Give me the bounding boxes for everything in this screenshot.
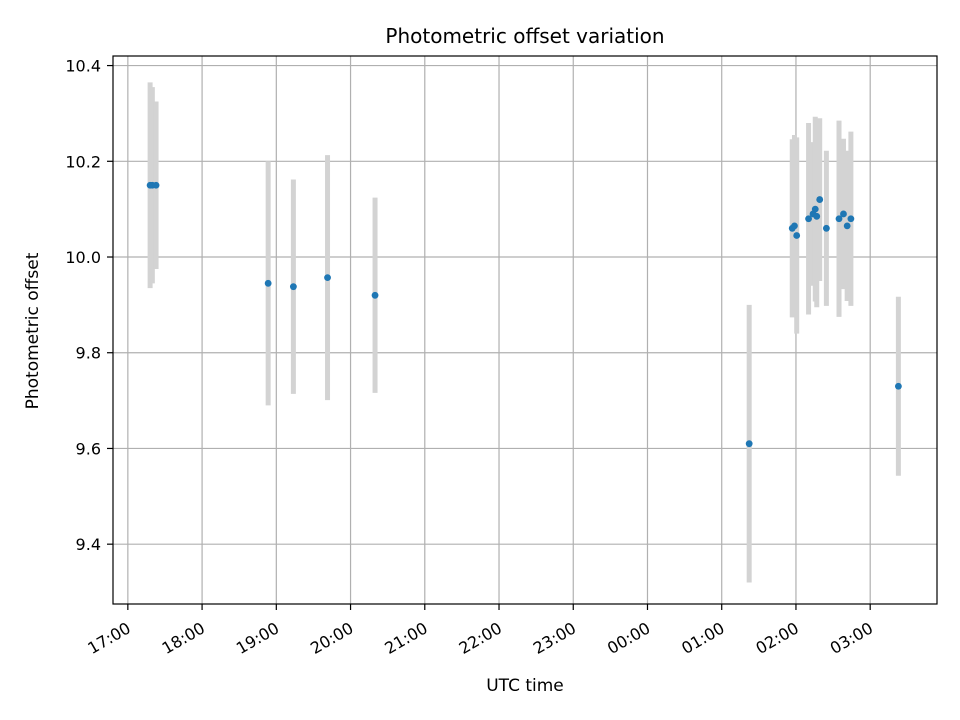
data-point — [840, 210, 847, 218]
chart-title: Photometric offset variation — [385, 24, 664, 48]
x-axis-label: UTC time — [486, 676, 564, 696]
data-point — [822, 224, 830, 232]
data-points — [146, 181, 902, 448]
y-tick-label: 10.0 — [65, 248, 101, 267]
y-tick-label: 10.4 — [65, 57, 101, 76]
data-point — [791, 222, 798, 230]
x-tick-label: 17:00 — [84, 618, 133, 658]
x-tick-label: 18:00 — [159, 618, 208, 658]
data-point — [793, 232, 801, 239]
data-point — [152, 181, 160, 189]
y-axis-ticks: 9.4 9.6 9.8 10.0 10.2 10.4 — [65, 57, 113, 554]
x-tick-label: 20:00 — [307, 618, 356, 658]
x-tick-label: 03:00 — [827, 618, 876, 658]
data-point — [289, 283, 297, 291]
grid-lines — [113, 56, 937, 604]
data-point — [813, 212, 821, 220]
y-tick-label: 10.2 — [65, 152, 101, 171]
data-point — [324, 274, 331, 281]
plot-frame — [112, 55, 938, 605]
y-tick-label: 9.6 — [76, 439, 101, 458]
x-tick-label: 19:00 — [233, 618, 282, 658]
y-axis-label: Photometric offset — [23, 252, 43, 409]
data-point — [847, 215, 855, 223]
x-tick-label: 21:00 — [381, 618, 430, 658]
data-point — [811, 205, 819, 213]
x-tick-label: 02:00 — [753, 618, 802, 658]
x-tick-label: 23:00 — [530, 618, 579, 658]
data-point — [835, 215, 843, 223]
error-bars — [147, 82, 901, 583]
x-tick-label: 22:00 — [456, 618, 505, 658]
data-point — [371, 291, 379, 299]
y-tick-label: 9.4 — [76, 535, 101, 554]
x-axis-ticks: 17:00 18:00 19:00 20:00 21:00 22:00 23:00 00:00… — [84, 604, 876, 658]
data-point — [843, 222, 851, 230]
data-point — [745, 440, 753, 448]
x-tick-label: 01:00 — [678, 618, 727, 658]
data-point — [805, 215, 812, 223]
data-point — [816, 196, 824, 203]
y-tick-label: 9.8 — [76, 344, 101, 363]
x-tick-label: 00:00 — [604, 618, 653, 658]
data-point — [894, 382, 902, 390]
data-point — [264, 279, 272, 287]
